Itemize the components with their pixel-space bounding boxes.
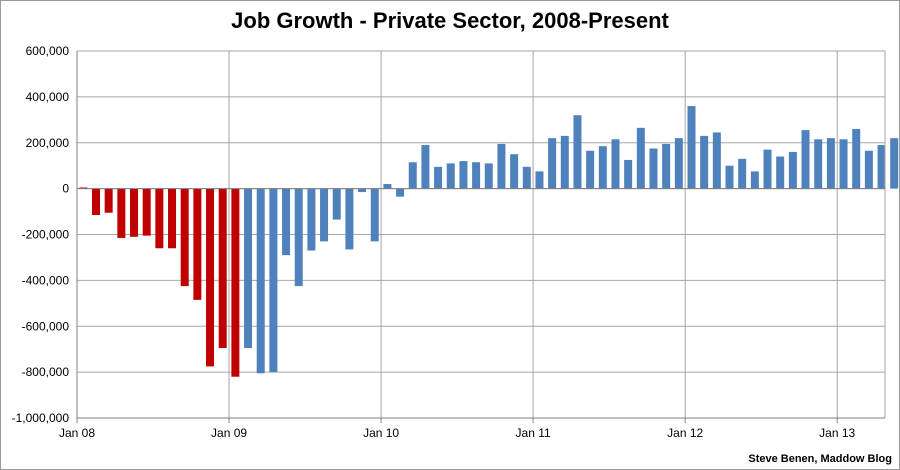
x-tick-label: Jan 11 (516, 426, 551, 440)
bar (484, 163, 493, 189)
bar (459, 161, 468, 189)
bar (801, 130, 810, 189)
bar (92, 188, 100, 216)
bar (826, 138, 835, 189)
bar (434, 166, 443, 189)
bar (320, 188, 329, 242)
bar (218, 188, 227, 349)
y-tick-label: -600,000 (22, 319, 70, 333)
bar (636, 127, 645, 189)
bar (282, 188, 291, 256)
bar (864, 150, 873, 189)
bar (725, 165, 734, 189)
bar (307, 188, 316, 251)
axes (76, 51, 886, 423)
bar (244, 188, 253, 349)
bar (750, 171, 759, 189)
x-tick-label: Jan 12 (667, 426, 703, 440)
bar (738, 158, 747, 189)
bar (548, 138, 557, 189)
bar (206, 188, 215, 367)
bar (180, 188, 189, 287)
bar (104, 188, 113, 213)
bar (383, 184, 392, 189)
bar (700, 135, 709, 189)
bar (472, 162, 481, 189)
bar (421, 145, 430, 189)
bar (674, 138, 683, 189)
bar (814, 139, 823, 189)
x-tick-label: Jan 10 (363, 426, 399, 440)
bar (370, 188, 379, 242)
bar (142, 188, 151, 236)
bar (408, 162, 417, 189)
bar (598, 146, 607, 189)
bar (446, 163, 455, 189)
bar (155, 188, 164, 249)
bar (890, 138, 899, 189)
bar (611, 139, 620, 189)
bars (79, 106, 899, 377)
bar (269, 188, 278, 373)
bar (332, 188, 341, 220)
bar (497, 143, 506, 189)
y-tick-label: 0 (62, 182, 69, 196)
bar (624, 159, 633, 189)
bar (256, 188, 265, 374)
y-tick-label: -400,000 (22, 273, 70, 287)
bar (522, 166, 531, 189)
bar (687, 106, 696, 189)
bar (294, 188, 303, 287)
y-tick-label: -800,000 (22, 365, 70, 379)
credit-label: Steve Benen, Maddow Blog (748, 453, 892, 465)
bar (839, 139, 848, 189)
bar (776, 156, 785, 189)
bar (560, 135, 569, 189)
bar (117, 188, 126, 238)
bar (573, 115, 582, 189)
x-tick-label: Jan 09 (211, 426, 247, 440)
bar (396, 188, 405, 197)
bar (649, 148, 658, 189)
chart-title: Job Growth - Private Sector, 2008-Presen… (231, 8, 669, 33)
y-axis-tick-labels: 600,000 400,000 200,000 0 -200,000 -400,000 -6… (12, 44, 70, 425)
bar (586, 150, 595, 189)
x-tick-label: Jan 08 (59, 426, 95, 440)
y-tick-label: 400,000 (26, 90, 70, 104)
bar (763, 149, 772, 189)
bar (535, 171, 544, 189)
bar (510, 154, 519, 189)
bar (79, 187, 88, 189)
bar (231, 188, 240, 377)
x-tick-label: Jan 13 (819, 426, 855, 440)
bar (662, 143, 671, 189)
bar (193, 188, 202, 300)
bar (712, 132, 721, 189)
bar (852, 128, 861, 189)
bar (358, 188, 367, 193)
y-tick-label: -200,000 (22, 228, 70, 242)
y-tick-label: 600,000 (26, 44, 70, 58)
y-tick-label: 200,000 (26, 136, 70, 150)
bar (788, 151, 797, 189)
y-tick-label: -1,000,000 (12, 411, 70, 425)
bar (130, 188, 139, 237)
bar (168, 188, 177, 249)
bar (345, 188, 354, 250)
bar (877, 145, 886, 189)
